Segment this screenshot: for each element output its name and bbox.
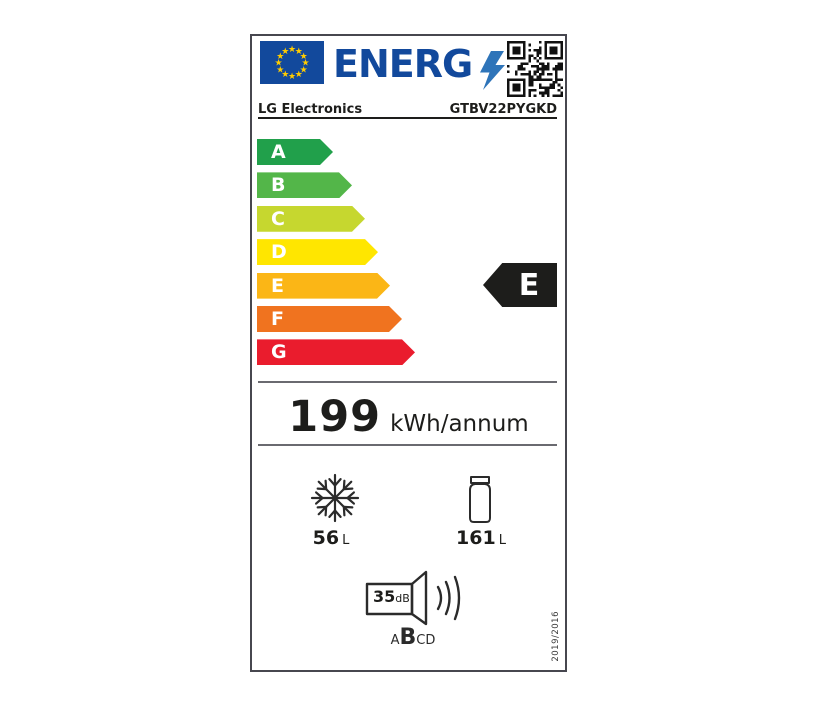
scale-arrow-f: F (257, 306, 402, 332)
divider-bottom (258, 444, 557, 446)
lightning-bolt-icon (480, 51, 505, 90)
regulation-number: 2019/2016 (551, 611, 561, 662)
model-number: GTBV22PYGKD (449, 102, 557, 117)
svg-text:★: ★ (300, 65, 308, 75)
scale-arrow-b: B (257, 172, 352, 198)
supplier-row: LG Electronics GTBV22PYGKD (258, 102, 557, 119)
svg-text:★: ★ (295, 47, 303, 57)
energ-logo: ENERG (333, 42, 473, 86)
scale-arrow-a: A (257, 139, 333, 165)
rating-arrow: E (483, 263, 557, 307)
fridge-volume-value: 161 (456, 527, 496, 549)
rating-letter: E (518, 267, 540, 303)
svg-text:★: ★ (276, 52, 284, 62)
qr-code (507, 41, 563, 97)
svg-text:★: ★ (281, 47, 289, 57)
svg-text:★: ★ (281, 70, 289, 80)
scale-letter-b: B (271, 174, 286, 197)
fridge-volume-unit: L (498, 533, 506, 548)
noise-class-b-active: B (399, 625, 417, 650)
noise-unit: dB (395, 592, 410, 605)
energy-label: ★ ★ ★ ★ ★ ★ ★ ★ ★ ★ ★ ★ ENERG LG Electronics GTBV22… (250, 34, 567, 672)
svg-text:★: ★ (288, 72, 296, 82)
scale-letter-e: E (271, 274, 284, 297)
speaker-icon (365, 570, 461, 626)
bottle-icon (469, 476, 491, 523)
svg-text:★: ★ (300, 52, 308, 62)
svg-text:★: ★ (301, 59, 309, 69)
scale-arrow-c: C (257, 206, 365, 232)
noise-level: 35dB (373, 587, 410, 606)
noise-class-a: A (390, 633, 400, 648)
noise-value: 35 (373, 587, 396, 606)
scale-letter-d: D (271, 241, 287, 264)
energy-value: 199 (288, 392, 382, 442)
freezer-volume: 56 L (281, 527, 381, 549)
energy-unit: kWh/annum (390, 411, 529, 437)
divider-top (258, 381, 557, 383)
svg-text:★: ★ (276, 65, 284, 75)
scale-arrow-g: G (257, 339, 415, 365)
energy-consumption: 199 kWh/annum (252, 392, 565, 442)
freezer-volume-unit: L (342, 533, 350, 548)
freezer-volume-value: 56 (312, 527, 340, 549)
brand-name: LG Electronics (258, 102, 363, 117)
scale-letter-c: C (271, 207, 285, 230)
scale-letter-f: F (271, 307, 284, 330)
scale-arrow-e: E (257, 273, 390, 299)
svg-text:★: ★ (274, 59, 282, 69)
svg-text:★: ★ (288, 45, 296, 55)
noise-class-scale: ABCD (363, 625, 463, 650)
svg-text:★: ★ (295, 70, 303, 80)
scale-arrow-d: D (257, 239, 378, 265)
noise-class-c: C (416, 633, 426, 648)
fridge-volume: 161 L (431, 527, 531, 549)
snowflake-icon (310, 473, 360, 523)
eu-flag-icon: ★★★★★★★★★★★★ (260, 41, 324, 84)
noise-class-d: D (425, 633, 436, 648)
scale-letter-a: A (271, 141, 286, 163)
scale-letter-g: G (271, 341, 287, 364)
